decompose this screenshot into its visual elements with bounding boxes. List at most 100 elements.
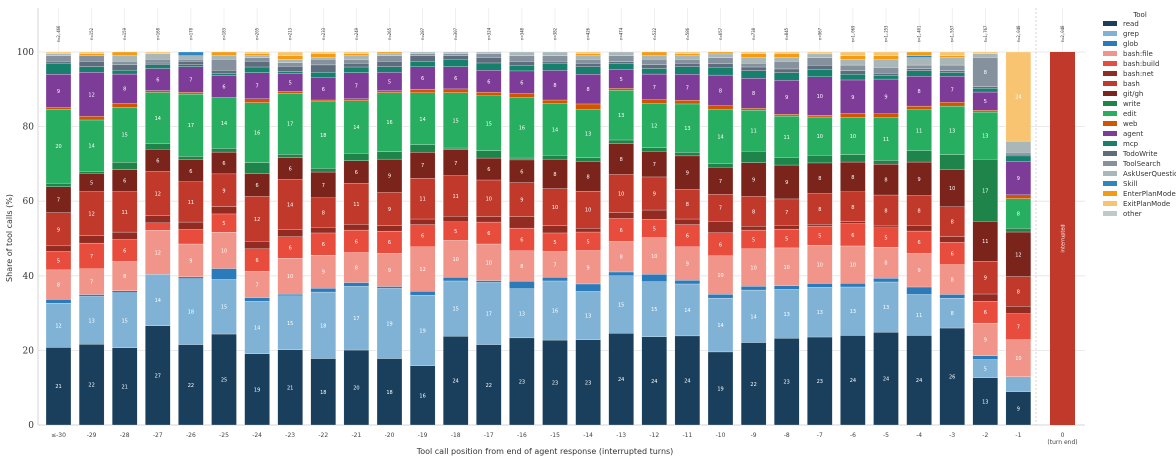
segment-value-label: 5 [785, 237, 788, 243]
bar-segment-write [972, 159, 998, 222]
segment-value-label: 10 [717, 273, 723, 279]
bar-segment-web [542, 99, 568, 104]
legend-item: web [1103, 120, 1138, 128]
segment-value-label: 24 [1015, 95, 1021, 101]
bar-segment-edit [443, 92, 469, 149]
bar-segment-glob [443, 277, 469, 282]
segment-value-label: 8 [1017, 289, 1020, 295]
segment-value-label: 11 [784, 135, 790, 141]
bar-segment-askuserquestion [575, 55, 601, 60]
bar-segment-edit [939, 105, 965, 155]
legend-swatch [1103, 131, 1117, 136]
bar-segment-grep [1005, 376, 1032, 392]
bar-stack: 23 16 7 5 10 8 14 8 [542, 51, 568, 426]
segment-value-label: 22 [486, 383, 492, 389]
segment-value-label: 11 [419, 197, 425, 203]
segment-value-label: 14 [750, 314, 756, 320]
segment-value-label: 8 [818, 176, 821, 182]
segment-value-label: 8 [123, 87, 126, 93]
bar-segment-read [343, 349, 370, 426]
bar-segment-web [145, 90, 171, 93]
segment-value-label: 24 [883, 377, 889, 383]
legend-swatch [1103, 51, 1117, 56]
segment-value-label: 27 [155, 373, 161, 379]
segment-value-label: 7 [355, 84, 358, 90]
bar-segment-toolsearch [277, 62, 303, 67]
bar-segment-skill [906, 55, 932, 58]
x-tick-label: -16 [517, 432, 527, 439]
bar-stack: 22 14 10 5 8 9 11 8 [740, 51, 767, 426]
segment-value-label: 5 [884, 236, 887, 242]
bar-segment-bash [542, 188, 568, 226]
bar-segment-grep [641, 281, 667, 337]
y-tick-label: 60 [23, 197, 35, 207]
x-tick-label: -18 [451, 432, 461, 439]
bar-segment-bash [575, 191, 601, 229]
bar-segment-todowrite [674, 63, 701, 67]
bar-segment-todowrite [1005, 153, 1032, 157]
bar-segment-bash-net [939, 236, 965, 243]
segment-value-label: 13 [883, 305, 889, 311]
bar-segment-edit [277, 93, 303, 155]
bar-segment-todowrite [343, 63, 370, 68]
segment-value-label: 9 [388, 207, 391, 213]
bar-segment-askuserquestion [939, 57, 965, 66]
segment-value-label: 12 [155, 191, 161, 197]
segment-value-label: 9 [189, 258, 192, 264]
segment-value-label: 14 [221, 121, 227, 127]
segment-value-label: 14 [254, 326, 260, 332]
bar-stack: 19 14 10 6 7 7 14 8 [707, 51, 734, 426]
bar-segment-write [774, 157, 800, 166]
bar-segment-bash-net [310, 227, 336, 234]
bar-segment-askuserquestion [376, 53, 403, 56]
bar-segment-grep [277, 295, 303, 350]
x-tick-label: 0 [1061, 432, 1065, 439]
segment-value-label: 5 [57, 259, 60, 265]
bar-stack: 20 17 8 6 11 6 14 7 [343, 51, 370, 426]
segment-value-label: 8 [951, 220, 954, 226]
legend-label: EnterPlanMode [1123, 190, 1176, 198]
segment-value-label: 19 [254, 387, 260, 393]
bar-segment-grep [906, 294, 932, 336]
bar-segment-edit [244, 102, 270, 163]
bar-stack: 27 14 12 12 6 14 6 [145, 51, 171, 426]
legend-item: git/gh [1103, 90, 1143, 98]
segment-value-label: 7 [189, 77, 192, 83]
bar-stack: 23 13 8 6 9 6 16 6 [509, 51, 535, 426]
bar-segment-grep [707, 297, 734, 353]
segment-value-label: 6 [454, 76, 457, 82]
legend-label: grep [1123, 30, 1139, 38]
n-label: n=2,048 [1060, 25, 1065, 42]
segment-value-label: 9 [984, 276, 987, 282]
bar-segment-agent [542, 70, 568, 101]
bar-segment-bash-net [840, 221, 866, 224]
bar-segment-mcp [409, 61, 436, 67]
bar-segment-git-gh [939, 169, 965, 207]
x-tick-label: -4 [916, 432, 922, 439]
legend-item: other [1103, 210, 1142, 218]
bar-segment-toolsearch [641, 59, 667, 65]
x-tick-label: -28 [120, 432, 130, 439]
bar-segment-bash [807, 193, 833, 225]
bar-stack: 23 13 9 5 10 8 13 8 [575, 51, 601, 426]
bar-segment-askuserquestion [277, 59, 303, 63]
bar-segment-bash-file [906, 253, 932, 288]
bar-segment-toolsearch [674, 59, 701, 64]
x-tick-label: -14 [583, 432, 593, 439]
bar-segment-agent [774, 80, 800, 115]
segment-value-label: 14 [684, 308, 690, 314]
n-label: n=324 [486, 27, 491, 40]
bar-segment-todowrite [906, 68, 932, 71]
segment-value-label: 9 [222, 188, 225, 194]
x-tick-label: -19 [418, 432, 428, 439]
bar-segment-web [509, 93, 535, 98]
bar-segment-agent [244, 72, 270, 99]
bar-segment-exitplanmode [840, 51, 866, 56]
bar-segment-web [277, 91, 303, 94]
bar-segment-bash-file [343, 252, 370, 283]
x-tick-label: -5 [883, 432, 889, 439]
bar-segment-todowrite [774, 68, 800, 73]
segment-value-label: 5 [388, 80, 391, 86]
segment-value-label: 11 [188, 200, 194, 206]
bar-stack: 16 19 12 6 11 7 14 6 [409, 51, 436, 426]
